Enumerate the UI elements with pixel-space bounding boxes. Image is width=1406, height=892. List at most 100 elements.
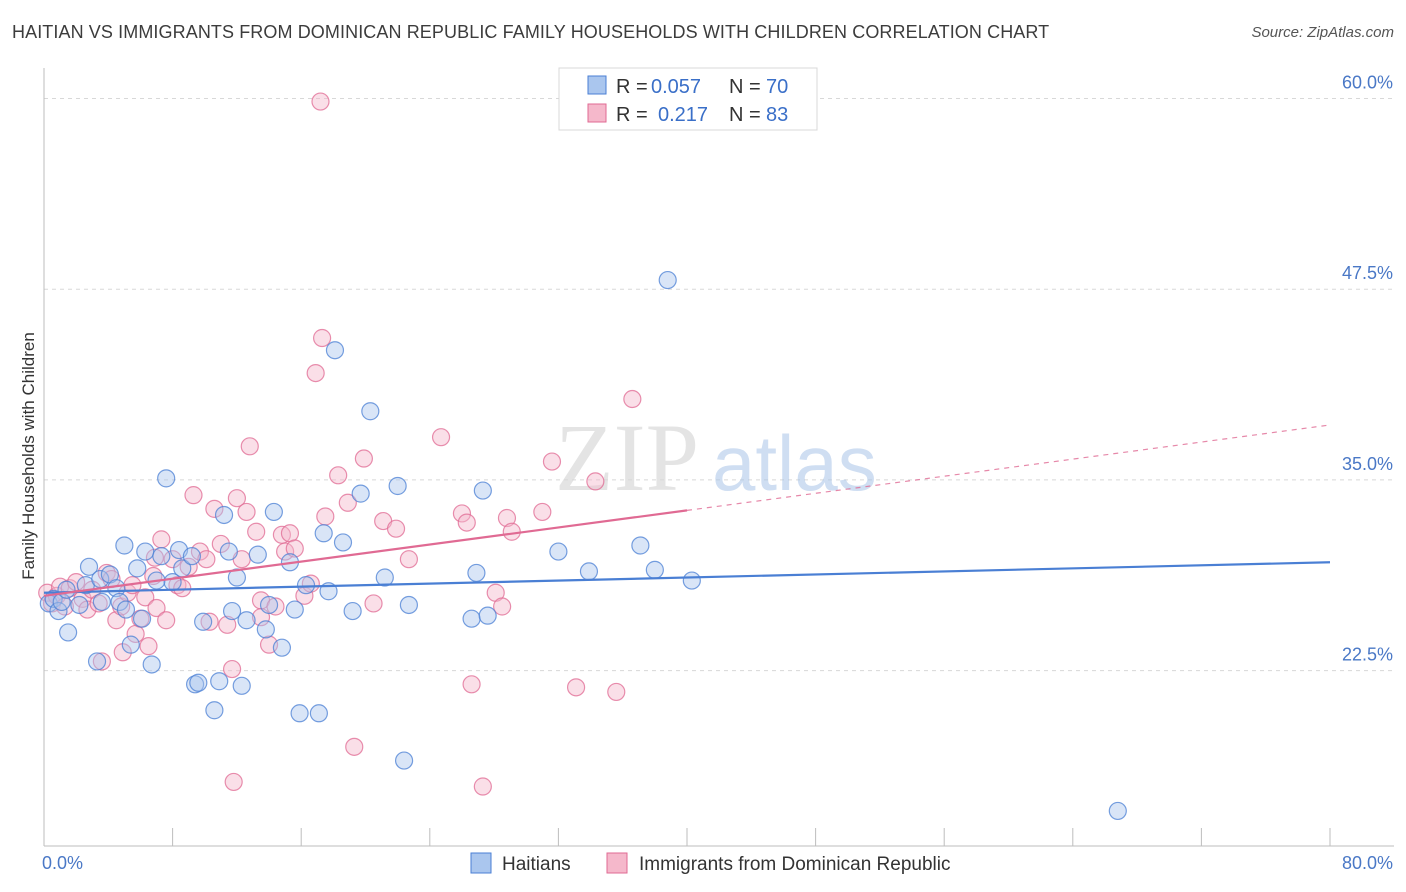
legend-r-label-1: R =: [616, 76, 648, 98]
trend-lines: [43, 424, 1331, 597]
y-tick-labels: 22.5% 35.0% 47.5% 60.0%: [1342, 73, 1393, 665]
dominican-point: [197, 550, 216, 569]
haitian-point: [248, 545, 267, 564]
x-tick-label-min: 0.0%: [42, 853, 83, 873]
haitian-point: [219, 542, 238, 561]
haitian-point: [264, 502, 283, 522]
dominican-point: [205, 499, 224, 518]
y-tick-label: 22.5%: [1342, 645, 1393, 665]
y-tick-label: 60.0%: [1342, 73, 1393, 93]
haitian-point: [333, 533, 353, 552]
haitian-point: [549, 542, 568, 561]
chart-title: HAITIAN VS IMMIGRANTS FROM DOMINICAN REP…: [12, 22, 1050, 42]
svg-text:ZIP: ZIP: [555, 404, 699, 511]
bottom-legend-label-haitians: Haitians: [502, 854, 571, 875]
haitian-point: [205, 701, 224, 720]
haitian-point: [182, 547, 201, 566]
dominican-point: [227, 489, 246, 508]
legend-n-label-1: N =: [729, 76, 761, 98]
dominican-point: [306, 363, 325, 383]
haitian-point: [157, 469, 176, 488]
dominican-point: [566, 678, 586, 697]
legend-r-value-2: 0.217: [658, 104, 708, 126]
series-dominican-points: [38, 92, 642, 796]
haitian-point: [70, 595, 89, 615]
haitian-point: [79, 557, 99, 576]
dominican-point: [338, 493, 357, 512]
haitian-point: [658, 270, 677, 290]
dominican-point: [237, 502, 256, 522]
dominican-point: [200, 612, 219, 631]
haitian-point: [87, 652, 107, 671]
dominican-point: [354, 449, 373, 468]
haitian-point: [394, 751, 414, 770]
dominican-point: [329, 466, 348, 485]
haitian-point: [232, 676, 251, 695]
haitian-point: [467, 563, 486, 583]
axes: [43, 68, 1394, 847]
dominican-point: [240, 437, 259, 456]
haitian-point: [128, 559, 147, 578]
watermark: ZIP atlas: [555, 404, 877, 511]
haitian-point: [1108, 801, 1127, 821]
dominican-point: [312, 328, 332, 348]
haitian-point: [256, 620, 275, 639]
dominican-point: [222, 659, 242, 679]
dominican-point: [157, 611, 176, 630]
dominican-point: [623, 389, 642, 409]
dominican-point: [139, 637, 158, 656]
dominican-point: [285, 539, 304, 558]
bottom-legend-swatch-haitians: [470, 852, 492, 874]
y-tick-label: 35.0%: [1342, 454, 1393, 474]
haitian-point: [462, 609, 481, 628]
dominican-point: [136, 588, 155, 607]
legend-n-value-2: 83: [766, 104, 788, 126]
haitian-point: [399, 595, 419, 615]
haitian-point: [237, 611, 256, 630]
dominican-trend-line: [43, 509, 688, 597]
dominican-point: [266, 597, 285, 616]
dominican-point: [497, 508, 517, 528]
x-tick-labels: 0.0% 80.0%: [42, 853, 1393, 873]
haitian-point: [375, 568, 394, 587]
bottom-legend-label-dominican: Immigrants from Dominican Republic: [639, 854, 951, 875]
haitian-point: [314, 524, 333, 543]
dominican-point: [92, 652, 111, 671]
dominican-point: [493, 597, 512, 616]
dominican-point: [586, 472, 605, 491]
haitian-point: [210, 672, 229, 691]
dominican-point: [473, 777, 492, 796]
dominican-point: [542, 452, 562, 471]
haitian-point: [59, 623, 78, 642]
legend-swatch-dominican: [587, 103, 607, 123]
dominican-point: [247, 522, 266, 541]
bottom-legend-swatch-dominican: [606, 852, 628, 874]
haitian-point: [388, 476, 407, 496]
dominican-point: [316, 507, 335, 526]
legend-r-value-1: 0.057: [651, 76, 701, 98]
dominican-point: [184, 486, 203, 505]
source-label: Source: ZipAtlas.com: [1251, 24, 1394, 41]
haitian-point: [115, 536, 134, 555]
haitian-point: [57, 580, 76, 599]
haitian-point: [110, 592, 129, 612]
haitian-point: [361, 402, 380, 421]
haitian-point: [579, 562, 599, 581]
haitian-point: [351, 484, 370, 503]
dominican-point: [163, 550, 182, 569]
dominican-point: [457, 513, 476, 532]
grid-lines: [44, 98, 1394, 672]
haitian-point: [343, 601, 362, 621]
haitian-point: [325, 341, 345, 360]
dominican-point: [431, 428, 451, 447]
dominican-point: [386, 519, 406, 538]
haitian-point: [682, 571, 701, 590]
haitian-point: [259, 595, 279, 615]
legend-swatch-haitians: [587, 75, 607, 95]
dominican-point: [152, 530, 171, 549]
dominican-point: [364, 594, 383, 613]
haitian-point: [116, 600, 136, 619]
haitian-point: [189, 673, 208, 692]
haitian-point: [227, 568, 246, 587]
